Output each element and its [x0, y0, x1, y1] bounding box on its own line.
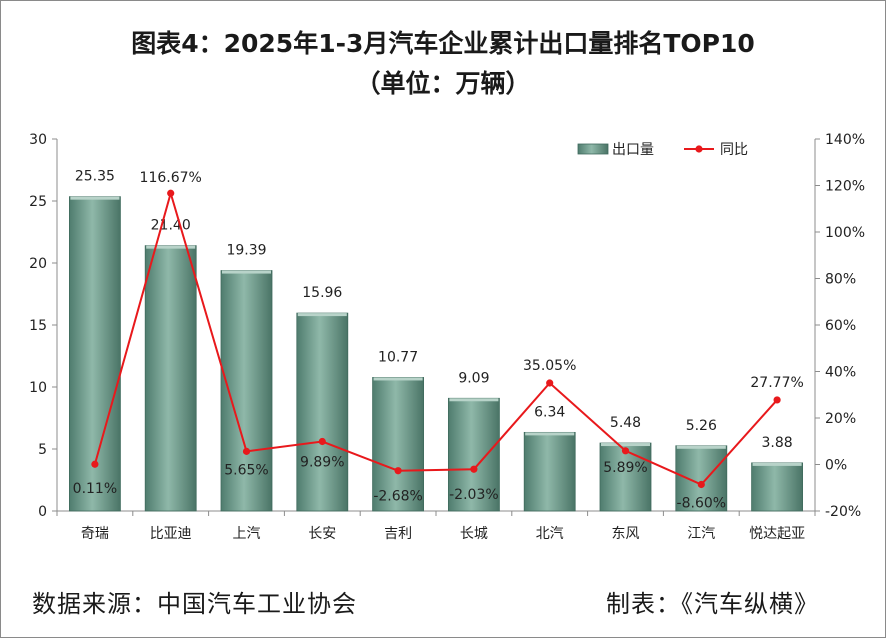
yoy-point	[394, 467, 402, 475]
x-axis-category-label: 北汽	[536, 526, 564, 542]
bar	[523, 431, 576, 512]
x-axis-category-label: 比亚迪	[150, 526, 192, 542]
bar-value-label: 6.34	[534, 404, 565, 420]
left-axis-tick-label: 15	[29, 318, 47, 334]
right-axis-tick-label: 60%	[825, 318, 856, 334]
yoy-point	[621, 447, 630, 455]
bar-top-highlight	[70, 196, 120, 200]
x-axis-category-label: 上汽	[233, 526, 261, 542]
chart-subtitle: （单位：万辆）	[355, 69, 531, 98]
yoy-point	[470, 465, 478, 473]
bar-value-label: 5.48	[610, 415, 641, 431]
right-axis-tick-label: 120%	[825, 179, 865, 195]
bar-value-label: 3.88	[762, 435, 793, 451]
left-axis-tick-label: 10	[29, 380, 47, 396]
legend-bar-label: 出口量	[612, 142, 654, 158]
bar-value-label: 5.26	[686, 418, 717, 434]
bar-top-highlight	[449, 398, 499, 402]
bar-value-label: 15.96	[302, 285, 342, 301]
yoy-point	[91, 460, 99, 468]
yoy-point	[546, 379, 554, 387]
yoy-value-label: -2.03%	[449, 487, 499, 503]
table-maker: 制表：《汽车纵横》	[606, 590, 819, 618]
yoy-point	[242, 447, 251, 455]
bar-top-highlight	[146, 245, 196, 249]
data-source: 数据来源：中国汽车工业协会	[32, 590, 357, 618]
right-axis-tick-label: 20%	[825, 411, 856, 427]
bar	[372, 377, 425, 512]
yoy-value-label: 5.65%	[224, 462, 268, 478]
yoy-value-label: 0.11%	[73, 481, 117, 497]
bar-value-label: 25.35	[75, 169, 115, 185]
bar-value-label: 10.77	[378, 349, 418, 365]
bar-top-highlight	[752, 462, 802, 466]
left-axis-tick-label: 20	[29, 256, 47, 272]
yoy-value-label: 9.89%	[300, 455, 344, 471]
bar-top-highlight	[601, 443, 650, 447]
bar-value-label: 21.40	[151, 218, 191, 234]
right-axis-tick-label: -20%	[825, 504, 861, 520]
yoy-point	[697, 480, 705, 489]
bar	[751, 462, 803, 512]
x-axis-category-label: 悦达起亚	[749, 526, 805, 542]
legend-bar-swatch	[577, 143, 609, 155]
right-axis-tick-label: 40%	[825, 365, 856, 381]
bar	[144, 245, 197, 512]
yoy-value-label: -2.68%	[373, 489, 423, 505]
bar-value-label: 19.39	[226, 243, 266, 259]
chart-title: 图表4：2025年1-3月汽车企业累计出口量排名TOP10	[131, 29, 755, 58]
x-axis-category-label: 东风	[612, 526, 640, 542]
bar-top-highlight	[373, 377, 423, 381]
x-axis-category-label: 长安	[308, 526, 336, 542]
bar	[675, 445, 728, 512]
left-axis-tick-label: 5	[38, 442, 47, 458]
yoy-line	[93, 189, 778, 486]
bar-top-highlight	[222, 270, 271, 274]
legend-line-label: 同比	[720, 142, 748, 158]
yoy-value-label: -8.60%	[677, 495, 727, 511]
yoy-point	[167, 189, 175, 197]
bar	[447, 397, 500, 512]
bar	[69, 196, 121, 512]
bar-value-label: 9.09	[458, 370, 489, 386]
bar-top-highlight	[676, 445, 726, 449]
yoy-value-label: 5.89%	[603, 460, 647, 476]
right-axis-tick-label: 0%	[825, 458, 847, 474]
bar-top-highlight	[525, 432, 575, 436]
yoy-value-label: 116.67%	[140, 170, 202, 186]
legend-line-marker	[695, 145, 703, 153]
x-axis-category-label: 长城	[460, 526, 488, 542]
yoy-value-label: 35.05%	[523, 358, 576, 374]
left-axis-tick-label: 25	[29, 194, 47, 210]
bar-top-highlight	[297, 313, 347, 317]
left-axis-tick-label: 0	[38, 504, 47, 520]
yoy-point	[773, 396, 781, 404]
x-axis-category-label: 江汽	[687, 526, 715, 542]
x-axis-category-label: 吉利	[384, 526, 412, 542]
left-axis-tick-label: 30	[29, 132, 47, 148]
bar	[296, 312, 349, 512]
right-axis-tick-label: 80%	[825, 272, 856, 288]
right-axis-tick-label: 140%	[825, 132, 865, 148]
yoy-value-label: 27.77%	[750, 375, 803, 391]
x-axis-category-label: 奇瑞	[81, 525, 109, 542]
right-axis-tick-label: 100%	[825, 225, 865, 241]
yoy-point	[318, 437, 326, 446]
